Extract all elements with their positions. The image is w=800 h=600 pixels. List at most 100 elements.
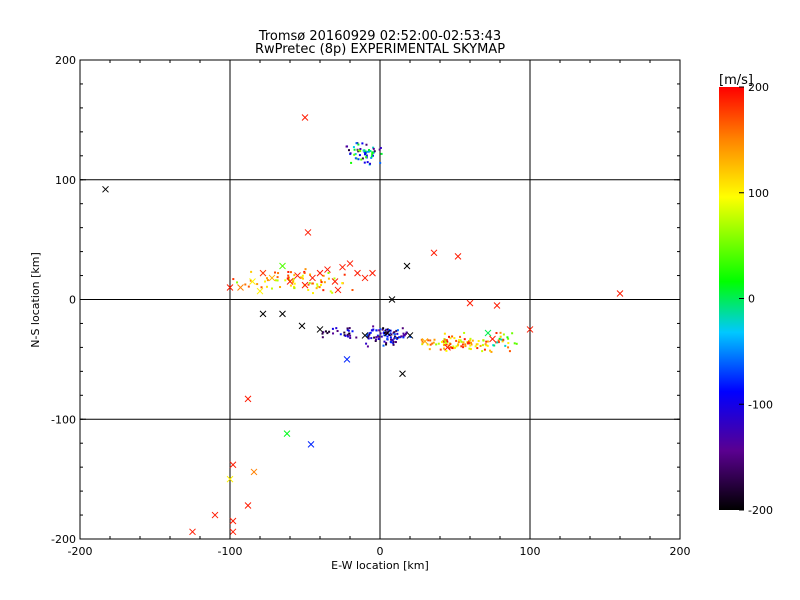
scatter-dot: [312, 292, 315, 295]
scatter-dot: [460, 340, 463, 343]
scatter-dot: [495, 332, 498, 335]
scatter-dot: [366, 150, 369, 153]
y-tick-label: 0: [69, 294, 76, 307]
scatter-dot: [393, 333, 396, 336]
scatter-dot: [367, 337, 370, 340]
scatter-dot: [437, 342, 440, 345]
scatter-dot: [293, 282, 296, 285]
scatter-dot: [498, 337, 501, 340]
scatter-dot: [343, 331, 346, 334]
cross-stroke: [369, 269, 376, 277]
colorbar-tick-label: 200: [748, 81, 769, 94]
cross-stroke: [324, 266, 331, 273]
scatter-dot: [463, 331, 466, 334]
scatter-cross: [339, 263, 346, 271]
scatter-dot: [481, 350, 484, 353]
scatter-dot: [327, 277, 330, 280]
scatter-dot: [270, 287, 273, 290]
scatter-cross: [354, 269, 361, 277]
scatter-dot: [398, 336, 401, 339]
scatter-dot: [378, 148, 381, 151]
scatter-cross: [493, 302, 501, 309]
scatter-dot: [348, 327, 351, 330]
scatter-dot: [374, 339, 377, 342]
cross-stroke: [316, 326, 324, 333]
scatter-dot: [366, 333, 369, 336]
scatter-dot: [265, 277, 268, 280]
cross-stroke: [354, 269, 361, 277]
scatter-dot: [379, 328, 382, 331]
scatter-dot: [449, 346, 452, 349]
cross-stroke: [229, 461, 237, 469]
scatter-cross: [229, 517, 237, 525]
scatter-dot: [452, 347, 455, 350]
cross-stroke: [259, 310, 267, 318]
scatter-dot: [360, 158, 363, 161]
scatter-dot: [427, 339, 430, 342]
scatter-dot: [389, 329, 392, 332]
scatter-dot: [435, 343, 438, 346]
scatter-dot: [442, 347, 445, 350]
scatter-dot: [486, 340, 489, 343]
scatter-dot: [379, 146, 382, 149]
cross-stroke: [226, 284, 234, 291]
cross-stroke: [189, 528, 196, 536]
scatter-dot: [379, 161, 382, 164]
scatter-dot: [389, 340, 392, 343]
scatter-dot: [377, 335, 380, 338]
scatter-dot: [357, 149, 360, 152]
scatter-cross: [304, 229, 312, 236]
scatter-dot: [353, 148, 356, 151]
scatter-dot: [461, 343, 464, 346]
scatter-dot: [380, 335, 383, 338]
cross-stroke: [489, 335, 496, 343]
cross-stroke: [304, 229, 312, 236]
scatter-dot: [378, 329, 381, 332]
scatter-dot: [345, 145, 348, 148]
cross-stroke: [493, 302, 501, 309]
x-tick-label: -200: [68, 545, 93, 558]
scatter-cross: [316, 326, 324, 333]
colorbar-tick-label: 0: [748, 293, 755, 306]
scatter-dot: [368, 150, 371, 153]
scatter-cross: [229, 528, 237, 536]
scatter-dot: [456, 344, 459, 347]
scatter-dot: [386, 338, 389, 341]
scatter-dot: [289, 271, 292, 274]
scatter-dot: [358, 154, 361, 157]
scatter-dot: [301, 277, 304, 280]
scatter-dot: [322, 289, 325, 292]
scatter-dot: [396, 332, 399, 335]
scatter-dot: [319, 283, 322, 286]
scatter-dot: [328, 330, 331, 333]
scatter-dot: [274, 279, 277, 282]
cross-stroke: [307, 441, 315, 448]
scatter-dot: [390, 333, 393, 336]
scatter-dot: [359, 149, 362, 152]
scatter-dot: [471, 339, 474, 342]
scatter-dot: [371, 154, 374, 157]
cross-stroke: [421, 338, 429, 345]
scatter-dot: [457, 341, 460, 344]
cross-stroke: [211, 511, 219, 519]
scatter-dot: [483, 348, 486, 351]
scatter-dot: [420, 338, 423, 341]
scatter-dot: [440, 340, 443, 343]
data-marks: [102, 114, 624, 536]
scatter-dot: [396, 329, 399, 332]
scatter-dot: [385, 343, 388, 346]
scatter-dot: [499, 331, 502, 334]
scatter-dot: [477, 339, 480, 342]
scatter-cross: [211, 511, 219, 519]
scatter-dot: [279, 286, 282, 289]
colorbar-label: [m/s]: [719, 73, 753, 88]
scatter-dot: [469, 337, 472, 340]
scatter-cross: [454, 253, 462, 260]
scatter-dot: [316, 283, 319, 286]
scatter-dot: [385, 341, 388, 344]
scatter-dot: [404, 332, 407, 335]
scatter-dot: [307, 288, 310, 291]
scatter-dot: [373, 336, 376, 339]
cross-stroke: [384, 329, 391, 337]
scatter-dot: [482, 339, 485, 342]
